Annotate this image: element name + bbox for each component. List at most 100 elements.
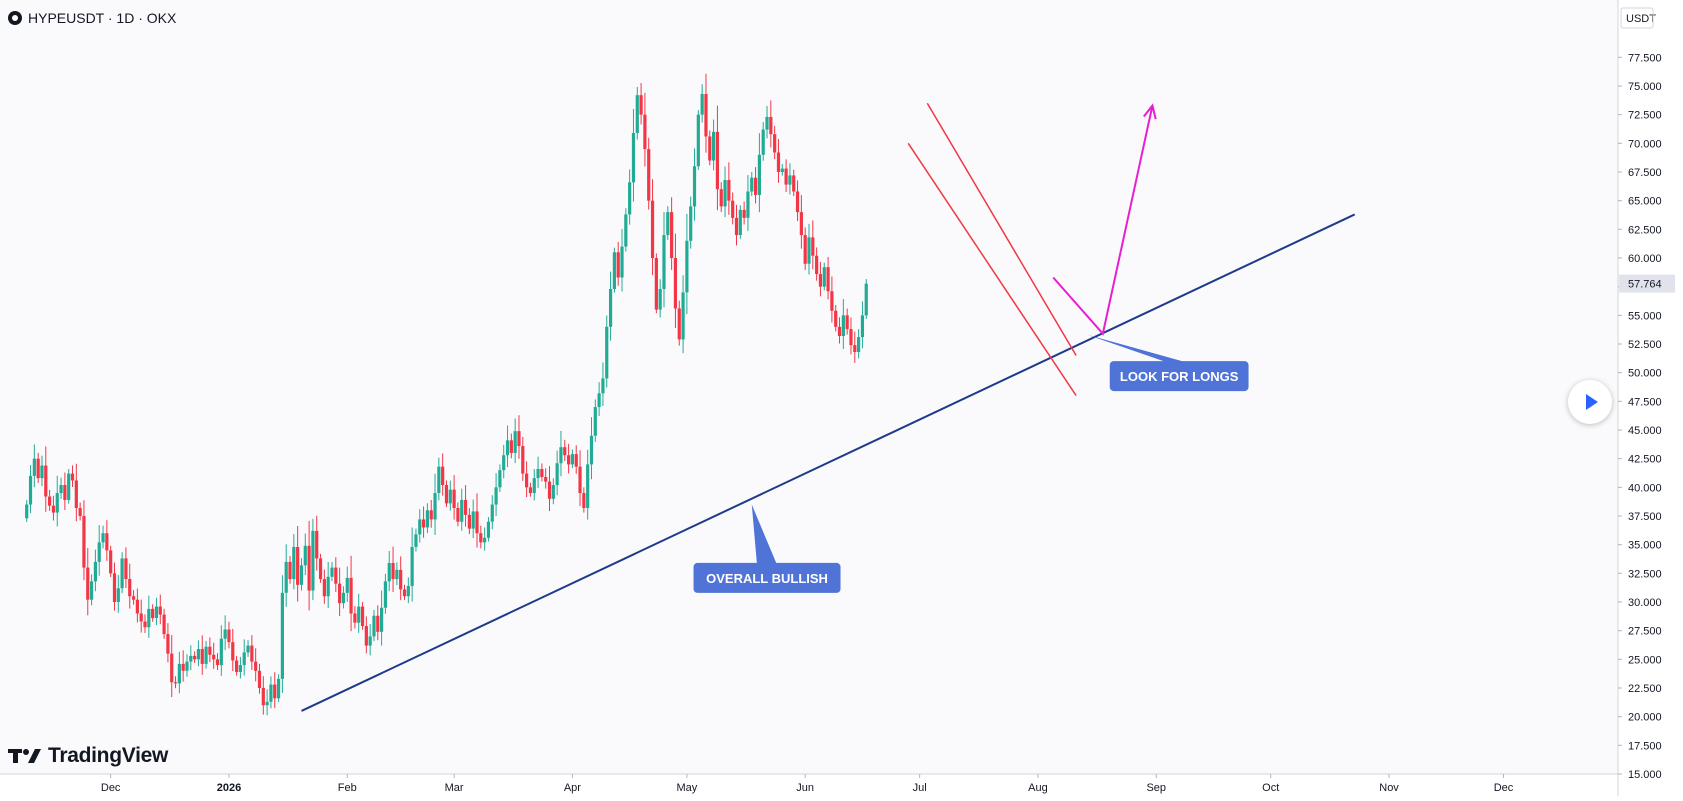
candle-body (311, 530, 315, 591)
candle-body (353, 613, 357, 623)
symbol-title[interactable]: HYPEUSDT · 1D · OKX (28, 10, 177, 26)
candle-body (276, 678, 281, 699)
price-axis[interactable]: USDT 77.500 75.000 72.500 70.000 67.500 65.000… (1618, 7, 1675, 781)
currency-label: USDT (1626, 13, 1656, 25)
candle-body (273, 684, 277, 699)
callouts: OVERALL BULLISH LOOK FOR LONGS (693, 334, 1249, 593)
candle-body (254, 661, 258, 671)
projection-path[interactable] (1052, 105, 1154, 336)
candle-body (654, 258, 658, 310)
candle-body (746, 191, 750, 218)
price-tick-label: 35.000 (1628, 540, 1662, 552)
trendline[interactable] (301, 213, 1356, 712)
okx-logo-icon (8, 11, 22, 25)
channel-line-upper[interactable] (926, 102, 1077, 356)
last-price-tag[interactable] (1619, 274, 1675, 293)
candle-body (246, 645, 250, 653)
candle-body (40, 465, 44, 479)
candle-body (834, 310, 838, 327)
candle-body (28, 475, 33, 505)
candle-body (643, 114, 647, 150)
candle-body (70, 473, 75, 481)
time-tick-label: Dec (101, 782, 121, 794)
channel-line-lower[interactable] (907, 142, 1077, 397)
callout-look-for-longs-pointer (1087, 334, 1190, 364)
candle-body (143, 621, 147, 628)
symbol-header[interactable]: HYPEUSDT · 1D · OKX (8, 10, 176, 26)
candle-body (318, 558, 323, 580)
candle-body (36, 458, 40, 479)
candle-body (467, 514, 471, 529)
candle-body (383, 581, 388, 608)
candle-body (177, 663, 181, 684)
candle-body (345, 577, 349, 593)
candle-body (540, 468, 544, 478)
candle-body (757, 154, 761, 195)
candle-body (700, 94, 704, 115)
candle-body (544, 477, 548, 482)
callout-look-for-longs-box[interactable] (1109, 361, 1249, 392)
candle-body (517, 431, 521, 447)
candle-body (731, 200, 735, 218)
candle-body (761, 129, 765, 155)
tradingview-wordmark: TradingView (48, 744, 169, 767)
candle-body (215, 659, 220, 666)
candle-body (799, 212, 803, 236)
time-axis[interactable]: Dec 2026 Feb Mar Apr May Jun Jul Aug Sep Oct Nov Dec (101, 774, 1514, 794)
candle-body (528, 487, 533, 494)
candle-body (841, 315, 845, 336)
candle-body (704, 94, 708, 137)
candle-body (566, 455, 571, 465)
candle-body (86, 567, 90, 600)
candle-body (822, 267, 826, 287)
candle-body (498, 470, 502, 488)
candle-body (750, 177, 754, 192)
price-tick-label: 67.500 (1628, 167, 1662, 179)
candle-body (639, 95, 643, 115)
candle-body (792, 175, 796, 192)
candle-body (807, 237, 811, 264)
time-tick-label: 2026 (217, 782, 241, 794)
time-tick-label: Jun (796, 782, 814, 794)
plot-area (0, 0, 1618, 774)
candle-body (131, 596, 136, 600)
candle-body (250, 645, 254, 662)
candle-body (74, 480, 78, 508)
candle-body (826, 267, 830, 292)
time-tick-label: Mar (445, 782, 464, 794)
candle-body (208, 646, 212, 655)
play-button[interactable] (1568, 380, 1612, 424)
candle-body (360, 606, 365, 627)
candle-body (212, 654, 216, 660)
candle-body (692, 166, 697, 207)
candle-body (555, 463, 559, 486)
candle-body (734, 217, 739, 236)
price-tick-label: 55.000 (1628, 310, 1662, 322)
candle-body (864, 283, 868, 316)
candle-body (101, 533, 105, 543)
candle-body (490, 504, 494, 522)
candle-body (547, 481, 552, 499)
candle-body (574, 454, 578, 467)
candle-body (719, 189, 723, 207)
callout-overall-bullish-box[interactable] (693, 562, 841, 593)
candle-body (708, 136, 712, 161)
candle-body (269, 684, 273, 702)
candle-body (185, 661, 189, 671)
candle-body (857, 337, 861, 353)
candle-body (502, 455, 506, 471)
candle-body (460, 499, 464, 522)
candle-body (505, 440, 510, 456)
candle-body (696, 114, 700, 167)
candle-body (193, 655, 197, 660)
candle-body (421, 519, 426, 528)
candle-body (513, 431, 517, 453)
callout-look-for-longs-label: LOOK FOR LONGS (1120, 369, 1239, 384)
candle-body (242, 652, 246, 666)
price-tick-label: 27.500 (1628, 626, 1662, 638)
candle-body (387, 563, 391, 582)
candle-body (448, 489, 452, 504)
candle-body (620, 246, 624, 278)
currency-box[interactable] (1620, 7, 1654, 29)
